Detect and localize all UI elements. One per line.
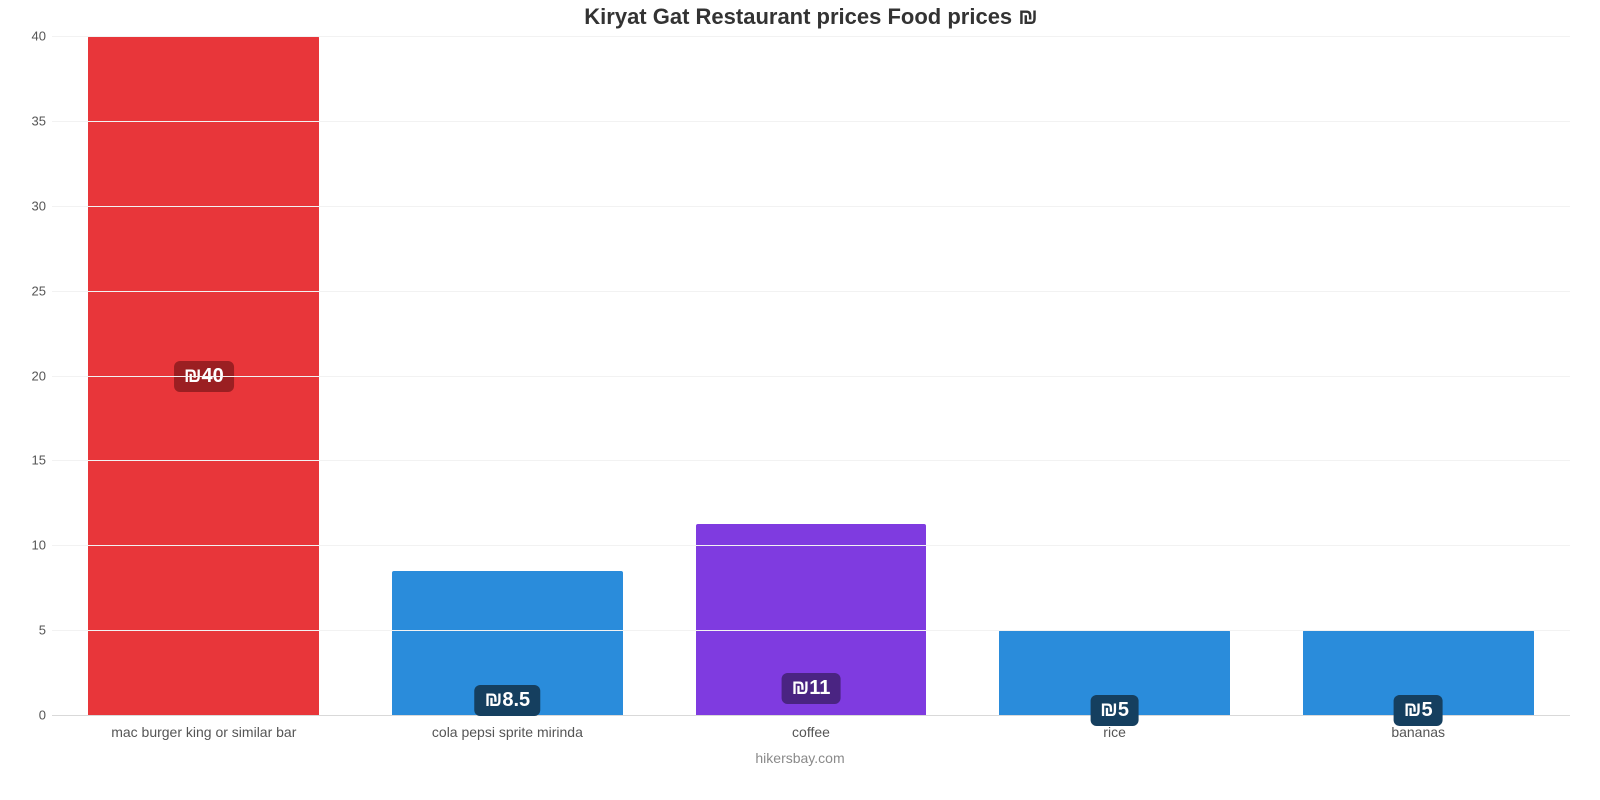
bar: ₪11: [696, 524, 927, 715]
y-tick-label: 20: [12, 368, 46, 383]
chart-title: Kiryat Gat Restaurant prices Food prices…: [52, 0, 1570, 36]
gridline: [52, 206, 1570, 207]
bar-chart: Kiryat Gat Restaurant prices Food prices…: [0, 0, 1600, 800]
value-badge: ₪8.5: [475, 685, 540, 716]
x-tick-label: cola pepsi sprite mirinda: [356, 716, 660, 740]
y-tick-label: 30: [12, 198, 46, 213]
y-tick-label: 5: [12, 623, 46, 638]
y-tick-label: 15: [12, 453, 46, 468]
value-badge: ₪11: [782, 673, 841, 704]
bar: ₪5: [1303, 630, 1534, 715]
gridline: [52, 630, 1570, 631]
gridline: [52, 291, 1570, 292]
y-tick-label: 0: [12, 708, 46, 723]
x-axis: mac burger king or similar barcola pepsi…: [52, 716, 1570, 740]
gridline: [52, 121, 1570, 122]
gridline: [52, 545, 1570, 546]
gridline: [52, 376, 1570, 377]
credit-text: hikersbay.com: [0, 750, 1600, 766]
x-tick-label: mac burger king or similar bar: [52, 716, 356, 740]
y-tick-label: 25: [12, 283, 46, 298]
y-tick-label: 10: [12, 538, 46, 553]
y-tick-label: 40: [12, 29, 46, 44]
plot-area: ₪40₪8.5₪11₪5₪5 0510152025303540: [52, 36, 1570, 716]
x-tick-label: coffee: [659, 716, 963, 740]
x-tick-label: bananas: [1266, 716, 1570, 740]
x-tick-label: rice: [963, 716, 1267, 740]
y-tick-label: 35: [12, 113, 46, 128]
gridline: [52, 460, 1570, 461]
bar: ₪5: [999, 630, 1230, 715]
bar: ₪8.5: [392, 571, 623, 715]
gridline: [52, 36, 1570, 37]
